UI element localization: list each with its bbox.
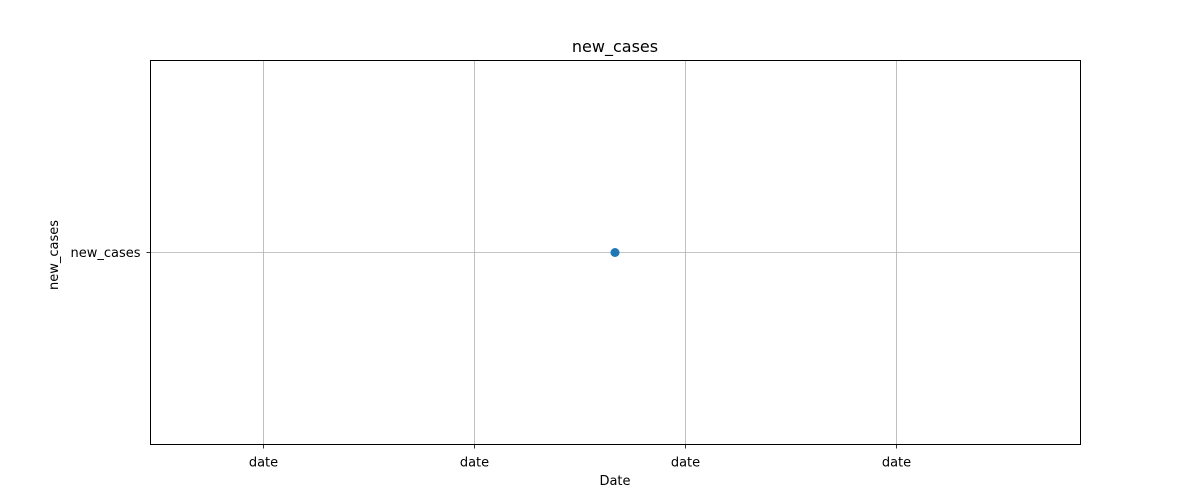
chart-title: new_cases (572, 37, 658, 57)
axis-ticks (146, 252, 897, 449)
x-tick-label: date (882, 456, 911, 471)
y-tick-labels: new_cases (70, 246, 140, 261)
x-tick-label: date (671, 456, 700, 471)
data-point (610, 248, 620, 257)
x-tick-labels: date date date date (249, 456, 911, 471)
x-axis-label: Date (599, 474, 630, 489)
y-axis-label: new_cases (47, 220, 62, 290)
y-tick-label: new_cases (70, 246, 140, 261)
x-tick-label: date (249, 456, 278, 471)
data-points (610, 248, 620, 257)
x-tick-label: date (460, 456, 489, 471)
